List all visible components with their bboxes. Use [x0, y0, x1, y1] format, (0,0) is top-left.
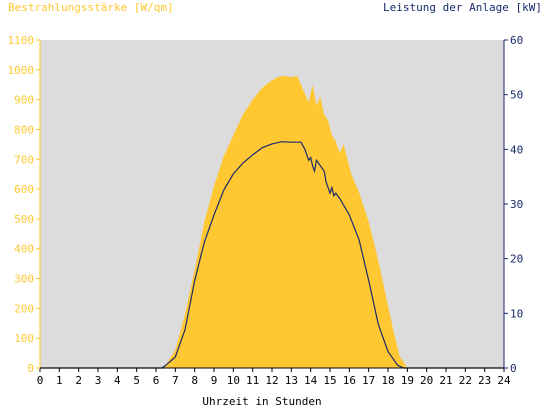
irradiance-area-layer: [40, 75, 504, 369]
x-tick-label: 8: [191, 374, 198, 387]
x-axis-title: Uhrzeit in Stunden: [202, 395, 321, 408]
power-line-layer: [40, 141, 504, 369]
x-tick-label: 1: [56, 374, 63, 387]
x-tick-label: 12: [265, 374, 278, 387]
x-tick-label: 9: [211, 374, 218, 387]
irradiance-area: [40, 75, 504, 369]
y-left-tick-label: 1000: [8, 64, 35, 77]
y-left-tick-label: 1100: [8, 34, 35, 47]
x-tick-label: 6: [153, 374, 160, 387]
power-line: [40, 141, 504, 369]
y-left-tick-label: 900: [14, 94, 34, 107]
right-axis-title: Leistung der Anlage [kW]: [383, 1, 542, 14]
y-left-tick-label: 800: [14, 123, 34, 136]
x-tick-label: 5: [133, 374, 140, 387]
x-tick-label: 16: [343, 374, 356, 387]
y-left-tick-label: 700: [14, 153, 34, 166]
x-tick-label: 22: [459, 374, 472, 387]
x-tick-label: 2: [75, 374, 82, 387]
x-tick-label: 19: [401, 374, 414, 387]
x-tick-label: 10: [227, 374, 240, 387]
x-tick-label: 13: [285, 374, 298, 387]
x-tick-label: 20: [420, 374, 433, 387]
y-right-tick-label: 20: [510, 253, 523, 266]
y-left-tick-label: 100: [14, 332, 34, 345]
y-right-tick-label: 60: [510, 34, 523, 47]
y-right-tick-label: 50: [510, 89, 523, 102]
x-tick-label: 11: [246, 374, 259, 387]
x-tick-label: 3: [95, 374, 102, 387]
ticks-layer: 0 1 2 3 4 5 6 7 8 9 10 11 12 13 14 15 16 17 18 19 20 21 22 23 24…: [8, 34, 524, 387]
y-left-tick-label: 200: [14, 302, 34, 315]
x-tick-label: 4: [114, 374, 121, 387]
x-tick-label: 21: [439, 374, 452, 387]
y-left-tick-label: 300: [14, 273, 34, 286]
y-left-tick-label: 500: [14, 213, 34, 226]
x-tick-label: 0: [37, 374, 44, 387]
x-tick-label: 24: [497, 374, 511, 387]
y-right-tick-label: 40: [510, 143, 523, 156]
y-left-tick-label: 600: [14, 183, 34, 196]
x-tick-label: 14: [304, 374, 318, 387]
y-left-tick-label: 0: [27, 362, 34, 375]
x-tick-label: 7: [172, 374, 179, 387]
y-right-tick-label: 30: [510, 198, 523, 211]
y-right-tick-label: 10: [510, 307, 523, 320]
x-tick-label: 18: [381, 374, 394, 387]
x-tick-label: 23: [478, 374, 491, 387]
y-left-tick-label: 400: [14, 243, 34, 256]
left-axis-title: Bestrahlungsstärke [W/qm]: [8, 1, 174, 14]
y-right-tick-label: 0: [510, 362, 517, 375]
x-tick-label: 17: [362, 374, 375, 387]
x-tick-label: 15: [323, 374, 336, 387]
